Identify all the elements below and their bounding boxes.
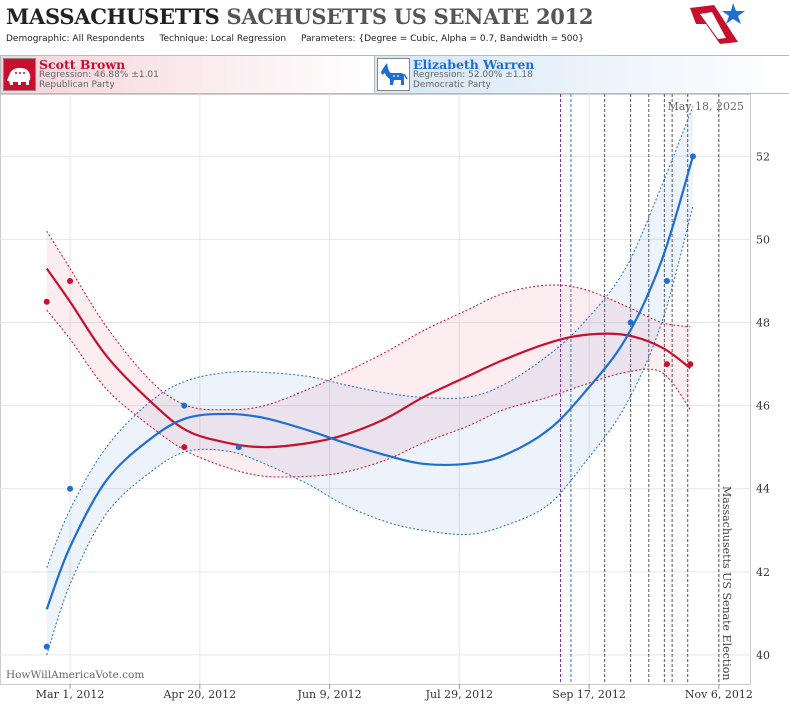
y-tick-label: 52 xyxy=(756,150,770,163)
candidate-party: Democratic Party xyxy=(413,80,491,90)
parameters-label: Parameters: {Degree = Cubic, Alpha = 0.7… xyxy=(301,34,584,44)
regression-chart: 40 42 44 46 48 50 52 Mar 1, 2012 Apr 20, 2012 Jun… xyxy=(0,94,770,701)
event-label: Massachusetts US Senate Election xyxy=(720,486,733,680)
confidence-band xyxy=(46,106,693,655)
poll-point xyxy=(689,153,696,160)
candidate-card-brown: Scott Brown Regression: 46.88% ±1.01 Rep… xyxy=(0,55,377,94)
y-tick-label: 42 xyxy=(756,566,770,579)
upper-bound-line xyxy=(46,106,694,568)
candidate-party: Republican Party xyxy=(39,80,115,90)
regression-line xyxy=(45,156,694,610)
upper-bound-line xyxy=(46,230,691,411)
poll-point xyxy=(235,444,242,451)
parameters-bar: Demographic: All Respondents Technique: … xyxy=(6,34,596,44)
candidate-card-warren: Elizabeth Warren Regression: 52.00% ±1.1… xyxy=(374,55,789,94)
poll-point xyxy=(627,319,634,326)
y-tick-label: 40 xyxy=(756,649,770,662)
x-tick-label: Mar 1, 2012 xyxy=(36,688,105,701)
title-main: MASSACHUSETTS xyxy=(6,4,220,29)
y-tick-label: 50 xyxy=(756,233,770,246)
date-label: May 18, 2025 xyxy=(667,100,744,113)
x-tick-label: Jul 29, 2012 xyxy=(425,688,494,701)
candidate-regression: Regression: 46.88% ±1.01 xyxy=(39,70,159,80)
lower-bound-line xyxy=(46,309,691,478)
poll-point xyxy=(663,277,670,284)
poll-point xyxy=(67,277,74,284)
x-tick-label: Apr 20, 2012 xyxy=(162,688,236,701)
candidate-name: Elizabeth Warren xyxy=(413,57,535,72)
watermark: HowWillAmericaVote.com xyxy=(6,669,144,681)
poll-point xyxy=(181,444,188,451)
regression-line xyxy=(45,267,691,449)
poll-point xyxy=(181,402,188,409)
donkey-icon xyxy=(377,58,410,91)
title-sub: SACHUSETTS US SENATE 2012 xyxy=(226,4,594,29)
poll-point xyxy=(67,485,74,492)
site-logo-icon xyxy=(690,3,745,44)
poll-point xyxy=(687,361,694,368)
demographic-label: Demographic: All Respondents xyxy=(6,34,145,44)
poll-point xyxy=(43,298,50,305)
poll-point xyxy=(663,361,670,368)
poll-point xyxy=(43,643,50,650)
x-tick-label: Jun 9, 2012 xyxy=(297,688,362,701)
candidate-name: Scott Brown xyxy=(39,57,126,72)
x-tick-label: Nov 6, 2012 xyxy=(685,688,753,701)
plot-area xyxy=(0,94,751,685)
technique-label: Technique: Local Regression xyxy=(159,34,287,44)
y-tick-label: 48 xyxy=(756,317,770,330)
y-tick-label: 44 xyxy=(756,483,770,496)
candidate-regression: Regression: 52.00% ±1.18 xyxy=(413,70,533,80)
y-tick-label: 46 xyxy=(756,400,770,413)
page-title: MASSACHUSETTS SACHUSETTS US SENATE 2012 xyxy=(6,4,594,29)
lower-bound-line xyxy=(46,206,694,656)
x-tick-label: Sep 17, 2012 xyxy=(552,688,626,701)
elephant-icon xyxy=(3,58,36,91)
header: MASSACHUSETTS SACHUSETTS US SENATE 2012 … xyxy=(0,0,789,50)
